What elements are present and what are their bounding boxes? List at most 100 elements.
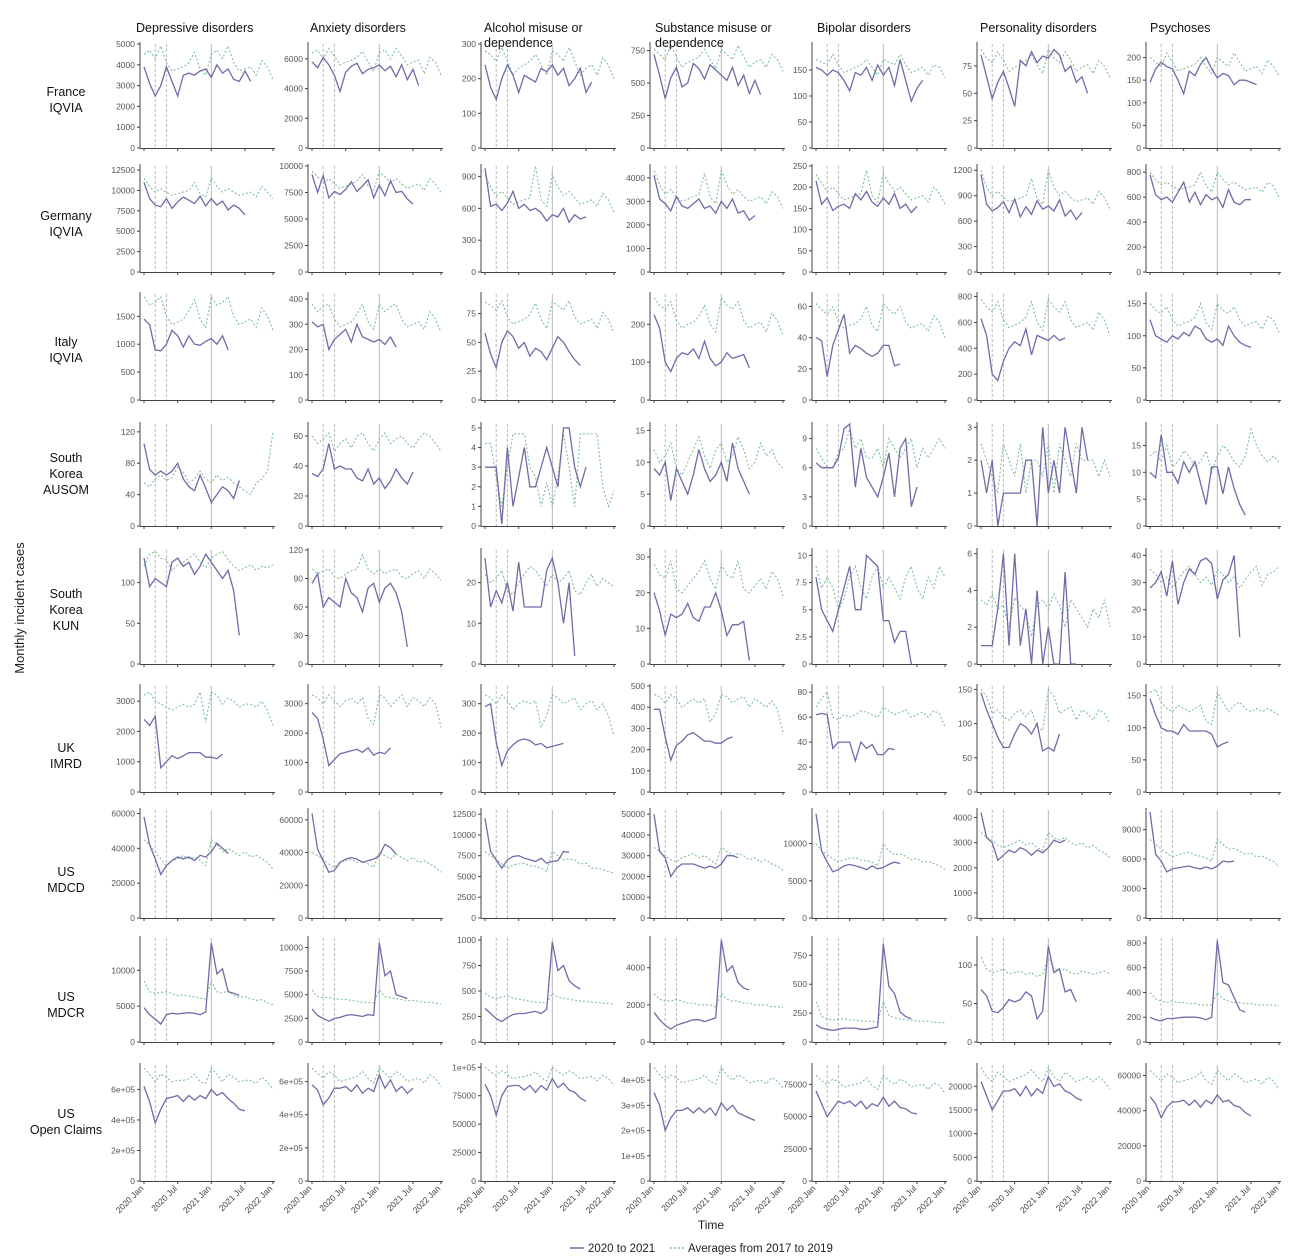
y-tick-label: 0 (130, 659, 135, 669)
y-tick-label: 10000 (783, 839, 807, 849)
y-tick-label: 200 (462, 728, 476, 738)
y-tick-label: 60 (294, 431, 304, 441)
y-tick-label: 10000 (279, 161, 303, 171)
y-tick-label: 6e+05 (279, 1077, 303, 1087)
y-tick-label: 0 (1136, 913, 1141, 923)
y-tick-label: 200 (1127, 242, 1141, 252)
y-tick-label: 0 (967, 521, 972, 531)
y-tick-label: 30 (636, 552, 646, 562)
x-tick-label: 2020 Jul (986, 1183, 1016, 1213)
series-line-averages-2017-2019 (311, 170, 442, 193)
y-tick-label: 0 (471, 267, 476, 277)
y-tick-label: 0 (471, 659, 476, 669)
series-line-averages-2017-2019 (485, 433, 615, 509)
y-tick-label: 1 (967, 488, 972, 498)
series-line-averages-2017-2019 (653, 846, 784, 871)
y-tick-label: 0 (471, 395, 476, 405)
series-line-averages-2017-2019 (980, 297, 1111, 336)
panel: 0 30 60 90 120 (289, 545, 443, 669)
panel: 0 1000 2000 3000 4000 (626, 164, 785, 277)
y-tick-label: 120 (121, 427, 135, 437)
y-tick-label: 0 (298, 143, 303, 153)
y-tick-label: 150 (958, 684, 972, 694)
y-tick-label: 0 (298, 1037, 303, 1047)
y-tick-label: 7.5 (795, 578, 807, 588)
series-line-averages-2017-2019 (143, 979, 274, 1006)
series-line-averages-2017-2019 (484, 565, 615, 596)
series-line-2020-2021 (311, 942, 408, 1022)
y-tick-label: 40000 (621, 830, 645, 840)
series-line-averages-2017-2019 (484, 693, 615, 737)
panel: 0 25 50 75 (963, 42, 1112, 153)
panel: 0 25000 50000 75000 2020 Jan 2020 Jul 2021 Jan… (783, 1063, 947, 1215)
y-tick-label: 60000 (279, 815, 303, 825)
series-line-averages-2017-2019 (143, 550, 274, 572)
column-header: Alcohol misuse or (484, 21, 583, 35)
row-label: IQVIA (49, 101, 83, 115)
series-line-2020-2021 (311, 443, 414, 490)
column-header: Anxiety disorders (310, 21, 406, 35)
panel: 0 50 100 150 (793, 42, 947, 153)
legend-label-averages: Averages from 2017 to 2019 (688, 1243, 833, 1255)
row-label: IQVIA (49, 351, 83, 365)
series-line-2020-2021 (311, 1073, 414, 1107)
series-line-2020-2021 (653, 1092, 756, 1133)
series-line-averages-2017-2019 (653, 168, 784, 209)
series-line-averages-2017-2019 (815, 170, 946, 205)
series-line-averages-2017-2019 (653, 693, 784, 733)
series-line-2020-2021 (1149, 434, 1246, 516)
y-tick-label: 0 (130, 913, 135, 923)
series-line-2020-2021 (815, 943, 912, 1032)
series-line-2020-2021 (1149, 1093, 1252, 1120)
y-tick-label: 0 (967, 1037, 972, 1047)
y-tick-label: 50 (963, 88, 973, 98)
y-tick-label: 0 (967, 143, 972, 153)
y-tick-label: 150 (1127, 299, 1141, 309)
y-tick-label: 0 (1136, 521, 1141, 531)
series-line-averages-2017-2019 (815, 691, 946, 728)
y-tick-label: 0 (1136, 267, 1141, 277)
y-tick-label: 400 (631, 702, 645, 712)
y-tick-label: 0 (298, 659, 303, 669)
panel: 0 100 200 300 400 (289, 292, 443, 405)
y-tick-label: 100 (793, 91, 807, 101)
y-tick-label: 100 (462, 758, 476, 768)
y-tick-label: 0 (967, 787, 972, 797)
y-tick-label: 0 (1136, 659, 1141, 669)
y-tick-label: 40000 (1117, 1106, 1141, 1116)
y-tick-label: 10000 (279, 942, 303, 952)
series-line-averages-2017-2019 (815, 426, 946, 469)
y-tick-label: 75 (467, 309, 477, 319)
row-label: KUN (53, 619, 79, 633)
y-tick-label: 300 (289, 319, 303, 329)
y-tick-label: 0 (298, 787, 303, 797)
series-line-averages-2017-2019 (143, 176, 274, 199)
y-tick-label: 2 (471, 482, 476, 492)
y-tick-label: 2000 (284, 113, 303, 123)
series-line-2020-2021 (980, 812, 1066, 862)
series-line-2020-2021 (485, 427, 587, 525)
x-tick-label: 2020 Jan (114, 1183, 146, 1215)
series-line-averages-2017-2019 (484, 992, 615, 1005)
panel: 0 2 4 6 (967, 548, 1112, 669)
y-tick-label: 80 (126, 458, 136, 468)
y-tick-label: 100 (793, 225, 807, 235)
row-label: US (57, 990, 74, 1004)
y-tick-label: 4000 (626, 963, 645, 973)
y-tick-label: 20000 (1117, 1141, 1141, 1151)
y-tick-label: 200 (462, 74, 476, 84)
series-line-averages-2017-2019 (815, 564, 946, 612)
series-line-2020-2021 (143, 1086, 246, 1126)
y-tick-label: 20000 (621, 871, 645, 881)
x-tick-label: 2020 Jan (455, 1183, 487, 1215)
y-tick-label: 2500 (116, 247, 135, 257)
y-tick-label: 1000 (953, 888, 972, 898)
series-line-2020-2021 (980, 1075, 1083, 1112)
x-tick-label: 2021 Jan (853, 1183, 885, 1215)
y-tick-label: 60000 (1117, 1071, 1141, 1081)
y-tick-label: 0 (298, 267, 303, 277)
y-tick-label: 750 (462, 961, 476, 971)
y-tick-label: 1200 (953, 165, 972, 175)
panel: 0 1 2 3 (967, 422, 1112, 531)
y-tick-label: 2000 (116, 726, 135, 736)
